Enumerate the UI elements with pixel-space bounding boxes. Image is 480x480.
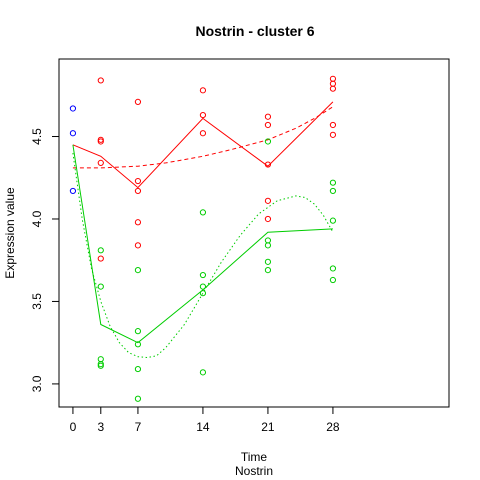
green-data-point <box>329 179 337 186</box>
green-data-point <box>97 283 104 290</box>
green-data-point <box>264 258 272 265</box>
green-data-point <box>97 247 104 254</box>
green-data-point <box>329 276 337 284</box>
x-tick-label: 7 <box>135 420 142 434</box>
green-data-point <box>264 242 272 249</box>
green-fit-line <box>72 152 334 359</box>
green-data-point <box>199 290 207 297</box>
green-data-point <box>329 217 337 224</box>
y-tick-label: 4.5 <box>30 128 44 145</box>
red-data-point <box>329 80 337 87</box>
red-data-point <box>134 242 142 249</box>
red-mean-line <box>72 101 334 189</box>
x-tick-label: 0 <box>70 420 77 434</box>
green-data-point <box>97 362 104 369</box>
x-tick-label: 3 <box>97 420 104 434</box>
green-data-point <box>97 356 104 363</box>
green-data-point <box>264 138 272 145</box>
red-data-point <box>329 131 337 138</box>
plot-frame <box>58 58 450 408</box>
red-data-point <box>199 130 207 137</box>
green-data-point <box>199 283 207 290</box>
red-data-point <box>264 113 272 120</box>
blue-data-point <box>69 187 77 195</box>
green-data-point <box>134 365 142 373</box>
y-tick-label: 3.0 <box>30 375 44 392</box>
green-data-point <box>134 328 142 335</box>
red-data-point <box>329 121 337 129</box>
red-data-point <box>264 121 272 129</box>
red-data-point <box>97 255 104 262</box>
blue-data-point <box>69 130 77 137</box>
red-data-point <box>199 87 207 94</box>
x-tick-label: 28 <box>326 420 340 434</box>
x-tick-label: 14 <box>196 420 210 434</box>
green-data-point <box>264 267 272 274</box>
chart-title: Nostrin - cluster 6 <box>195 23 314 39</box>
red-data-point <box>134 219 142 226</box>
green-data-point <box>329 187 337 195</box>
y-tick-label: 4.0 <box>30 210 44 227</box>
x-axis-label: Time <box>241 450 268 464</box>
y-axis-ticks: 3.0 3.5 4.0 4.5 <box>30 128 59 392</box>
x-axis-sublabel: Nostrin <box>235 464 273 478</box>
red-data-point <box>199 111 207 119</box>
y-tick-label: 3.5 <box>30 293 44 310</box>
red-fit-line <box>72 106 334 169</box>
red-data-point <box>264 197 272 204</box>
red-data-point <box>97 77 104 84</box>
red-data-point <box>97 138 104 145</box>
green-mean-line <box>72 144 333 344</box>
blue-data-point <box>69 105 77 112</box>
green-data-point <box>329 265 337 272</box>
x-tick-label: 21 <box>261 420 275 434</box>
red-data-point <box>134 177 142 185</box>
green-data-point <box>134 267 142 274</box>
green-data-point <box>264 237 272 244</box>
y-axis-label: Expression value <box>3 187 17 279</box>
red-data-point <box>329 85 337 92</box>
green-data-point <box>134 341 142 348</box>
green-data-point <box>199 271 207 279</box>
red-data-point <box>134 98 142 105</box>
x-axis-ticks: 0 3 7 14 21 28 <box>70 407 340 434</box>
red-data-point <box>134 187 142 195</box>
red-data-point <box>264 215 272 223</box>
series-layer <box>69 75 337 402</box>
red-data-point <box>329 75 337 82</box>
green-data-point <box>134 395 142 402</box>
red-data-point <box>97 159 104 167</box>
green-data-point <box>199 209 207 216</box>
green-data-point <box>199 369 207 376</box>
red-data-point <box>264 161 272 168</box>
